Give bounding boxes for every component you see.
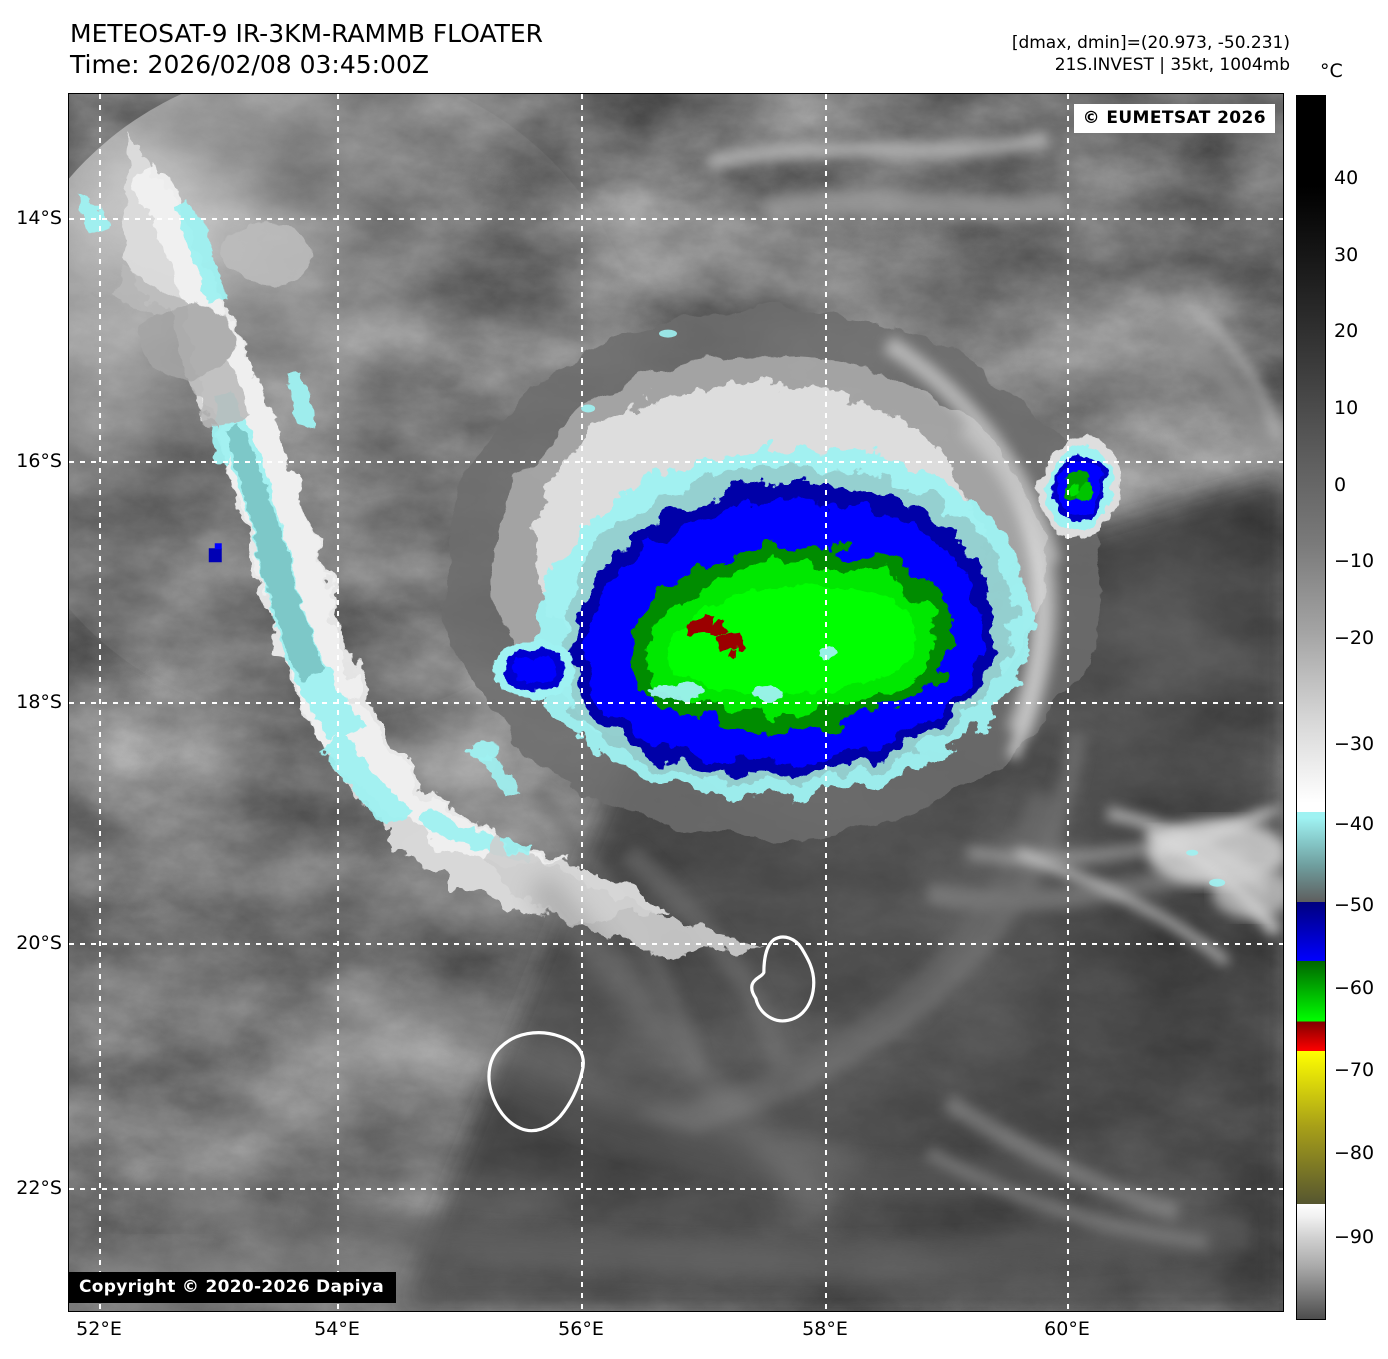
lat-tick-16s: 16°S xyxy=(16,450,62,472)
colorbar-tick-40: 40 xyxy=(1334,167,1359,189)
lon-tick-60e: 60°E xyxy=(1044,1318,1090,1340)
colorbar-tick-m80: −80 xyxy=(1334,1142,1375,1164)
colorbar-tick-30: 30 xyxy=(1334,244,1359,266)
eumetsat-copyright-badge: © EUMETSAT 2026 xyxy=(1073,104,1275,133)
colorbar-tick-m30: −30 xyxy=(1334,733,1375,755)
dapiya-copyright-badge: Copyright © 2020-2026 Dapiya xyxy=(69,1272,396,1303)
lat-tick-18s: 18°S xyxy=(16,691,62,713)
lon-tick-54e: 54°E xyxy=(314,1318,360,1340)
colorbar-unit-label: °C xyxy=(1320,60,1343,82)
colorbar-tick-20: 20 xyxy=(1334,320,1359,342)
lon-tick-52e: 52°E xyxy=(76,1318,122,1340)
colorbar-tick-m70: −70 xyxy=(1334,1059,1375,1081)
satellite-image-panel[interactable]: © EUMETSAT 2026 Copyright © 2020-2026 Da… xyxy=(68,93,1284,1312)
colorbar-tick-m40: −40 xyxy=(1334,813,1375,835)
timestamp-label: Time: 2026/02/08 03:45:00Z xyxy=(70,50,429,79)
lat-tick-20s: 20°S xyxy=(16,932,62,954)
lat-tick-22s: 22°S xyxy=(16,1177,62,1199)
colorbar-tick-m20: −20 xyxy=(1334,627,1375,649)
header-titles: METEOSAT-9 IR-3KM-RAMMB FLOATER Time: 20… xyxy=(70,18,543,80)
colorbar-tick-m50: −50 xyxy=(1334,894,1375,916)
colorbar-tick-m60: −60 xyxy=(1334,977,1375,999)
colorbar-gradient xyxy=(1297,96,1325,1052)
colorbar-gradient-lower xyxy=(1297,1051,1325,1319)
metadata-block: [dmax, dmin]=(20.973, -50.231) 21S.INVES… xyxy=(1012,32,1290,76)
colorbar-tick-m10: −10 xyxy=(1334,550,1375,572)
infrared-satellite-raster xyxy=(69,94,1283,1311)
colorbar-tick-0: 0 xyxy=(1334,474,1347,496)
data-range-label: [dmax, dmin]=(20.973, -50.231) xyxy=(1011,33,1290,53)
colorbar-tick-m90: −90 xyxy=(1334,1226,1375,1248)
lon-tick-58e: 58°E xyxy=(802,1318,848,1340)
lat-tick-14s: 14°S xyxy=(16,207,62,229)
storm-info-label: 21S.INVEST | 35kt, 1004mb xyxy=(1054,55,1290,75)
temperature-colorbar xyxy=(1296,95,1326,1320)
colorbar-tick-10: 10 xyxy=(1334,397,1359,419)
lon-tick-56e: 56°E xyxy=(558,1318,604,1340)
page-title: METEOSAT-9 IR-3KM-RAMMB FLOATER xyxy=(70,19,544,48)
